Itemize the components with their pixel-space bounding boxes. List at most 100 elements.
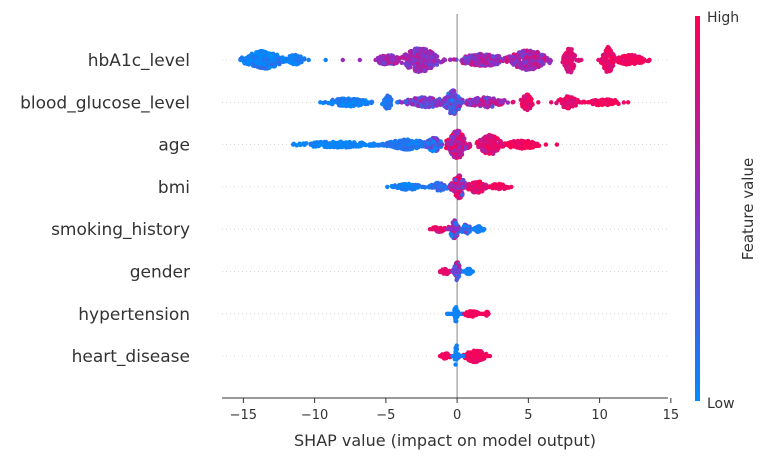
shap-point — [511, 57, 516, 63]
shap-point — [459, 100, 464, 105]
shap-point — [334, 100, 339, 105]
shap-point — [488, 184, 493, 190]
feature-label: gender — [130, 263, 190, 283]
shap-point — [600, 56, 605, 61]
shap-point — [456, 195, 461, 201]
shap-point — [624, 61, 629, 66]
shap-point — [595, 101, 600, 107]
shap-point — [462, 136, 467, 141]
shap-point — [521, 142, 527, 147]
shap-point — [356, 142, 362, 147]
shap-point — [448, 139, 454, 144]
shap-point — [472, 359, 477, 365]
shap-point — [395, 184, 400, 190]
shap-point — [523, 60, 528, 65]
shap-point — [306, 57, 311, 63]
shap-point — [561, 100, 567, 105]
shap-point — [447, 105, 452, 110]
shap-point — [459, 57, 465, 63]
shap-point — [466, 142, 472, 147]
shap-point — [390, 184, 395, 190]
shap-point — [380, 54, 386, 60]
shap-point — [454, 305, 459, 310]
feature-row-points — [437, 260, 475, 283]
shap-point — [351, 100, 356, 105]
feature-label: age — [158, 136, 190, 156]
feature-row-points — [291, 128, 560, 160]
shap-point — [361, 98, 366, 103]
shap-point — [385, 95, 390, 100]
shap-point — [363, 142, 369, 148]
shap-point — [385, 184, 390, 190]
colorbar: High Low Feature value — [695, 10, 757, 412]
shap-point — [448, 57, 453, 62]
shap-point — [318, 100, 323, 105]
shap-point — [346, 142, 351, 147]
shap-point — [411, 142, 417, 147]
shap-point — [423, 47, 429, 52]
shap-point — [262, 49, 267, 55]
shap-point — [422, 58, 427, 63]
shap-point — [416, 184, 421, 190]
shap-point — [252, 55, 257, 60]
shap-point — [400, 184, 405, 190]
shap-point — [492, 140, 498, 145]
shap-point — [457, 263, 462, 269]
shap-point — [629, 53, 634, 58]
shap-point — [262, 60, 267, 65]
shap-point — [486, 311, 491, 316]
shap-point — [269, 53, 274, 58]
x-tick-label: 15 — [663, 408, 680, 423]
shap-point — [473, 180, 478, 186]
shap-point — [505, 100, 510, 105]
shap-point — [272, 57, 277, 63]
shap-point — [389, 142, 395, 147]
shap-point — [483, 184, 488, 190]
shap-point — [602, 52, 607, 57]
shap-point — [574, 100, 579, 105]
shap-point — [386, 60, 392, 65]
shap-point — [479, 189, 485, 194]
shap-point — [256, 52, 261, 57]
shap-point — [528, 57, 533, 63]
shap-point — [238, 57, 243, 63]
shap-point — [488, 142, 494, 147]
shap-point — [470, 269, 475, 274]
shap-point — [434, 103, 440, 108]
shap-point — [497, 100, 503, 105]
shap-point — [562, 57, 567, 63]
shap-point — [529, 102, 534, 107]
shap-point — [428, 65, 434, 70]
shap-point — [490, 96, 496, 102]
shap-point — [526, 143, 531, 149]
feature-row-points — [385, 173, 514, 201]
shap-point — [397, 56, 403, 61]
shap-point — [447, 184, 452, 190]
shap-point — [463, 59, 468, 64]
shap-point — [487, 353, 493, 359]
shap-point — [350, 142, 356, 147]
x-tick-label: 5 — [524, 408, 532, 423]
shap-point — [518, 97, 523, 103]
shap-point — [487, 52, 492, 58]
shap-point — [477, 102, 482, 108]
shap-point — [566, 94, 571, 100]
shap-point — [416, 64, 421, 70]
shap-point — [343, 100, 349, 105]
shap-point — [412, 64, 417, 69]
shap-point — [471, 348, 477, 353]
shap-point — [400, 142, 406, 147]
shap-point — [434, 54, 440, 59]
x-tick-label: −10 — [301, 408, 328, 423]
shap-point — [484, 100, 490, 105]
x-tick-label: 10 — [591, 408, 608, 423]
shap-point — [478, 357, 484, 362]
shap-point — [249, 52, 254, 57]
shap-point — [440, 101, 445, 107]
shap-point — [543, 142, 549, 147]
shap-point — [435, 58, 441, 63]
shap-point — [255, 57, 260, 63]
shap-point — [467, 184, 473, 190]
shap-point — [413, 96, 418, 101]
